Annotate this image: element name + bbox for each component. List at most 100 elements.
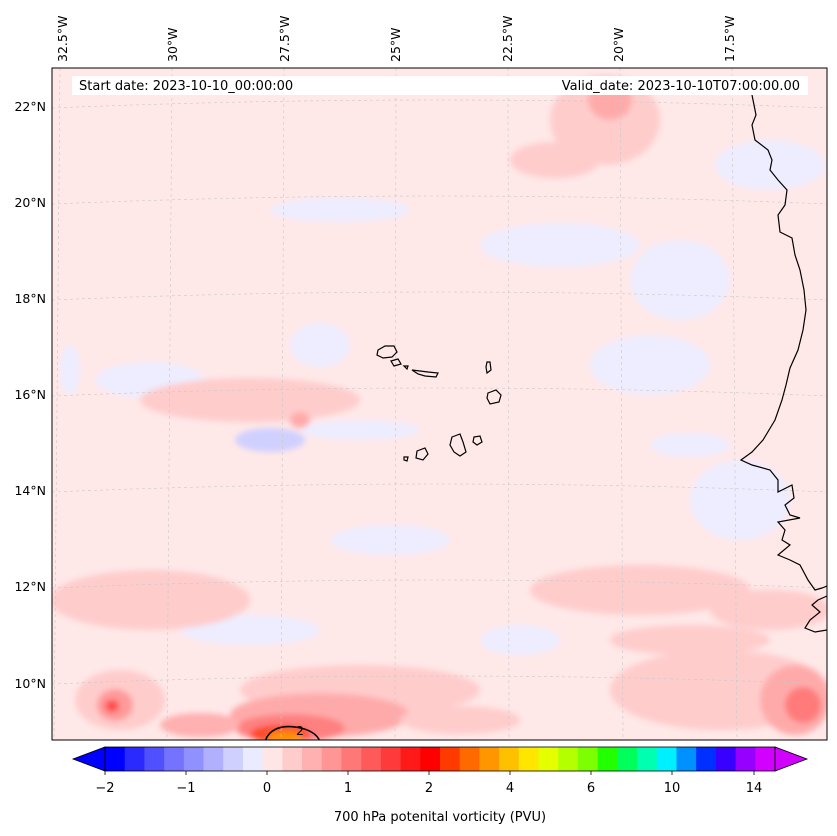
latitude-label: 16°N [14, 387, 46, 402]
colorbar-label: 700 hPa potenital vorticity (PVU) [334, 810, 546, 825]
pv-positive-patch [785, 687, 821, 723]
pv-positive-patch [510, 142, 600, 178]
colorbar-tick-label: 10 [664, 781, 681, 796]
pv-positive-patch [610, 625, 770, 655]
colorbar-tick-label: −2 [95, 781, 114, 796]
colorbar-segment [518, 747, 539, 771]
pv-contour-line [264, 725, 321, 740]
pv-negative-patch [270, 198, 410, 222]
latitude-label: 12°N [14, 579, 46, 594]
pv-positive-patch [710, 590, 827, 630]
graticule-parallel [52, 291, 827, 301]
pv-negative-patch [300, 420, 420, 440]
colorbar-segment [400, 747, 421, 771]
cape-verde-brava [403, 456, 409, 462]
pv-positive-patch [160, 713, 240, 737]
colorbar-tick-label: 6 [587, 781, 595, 796]
header-box [72, 76, 808, 95]
colorbar-min-extension [71, 746, 106, 772]
cape-verde-santa-luzia [402, 365, 409, 371]
colorbar-segment [380, 747, 401, 771]
colorbar-segment [617, 747, 638, 771]
colorbar-segments [105, 747, 776, 771]
pv-negative-patch [290, 323, 350, 367]
colorbar-segment [538, 747, 559, 771]
west-africa-coastline [739, 94, 827, 591]
latitude-label: 18°N [14, 291, 46, 306]
longitude-label: 22.5°W [500, 16, 515, 62]
pv-positive-patch [530, 565, 750, 615]
pv-negative-patch [690, 460, 790, 540]
colorbar-tick-label: −1 [176, 781, 195, 796]
colorbar-ticks [104, 771, 755, 775]
pv-negative-patch [480, 223, 640, 267]
colorbar-tick-label: 0 [263, 781, 271, 796]
pv-contour-2: 2 [264, 723, 321, 740]
graticule-parallel [52, 195, 827, 205]
graticule [52, 68, 827, 740]
colorbar-segment [144, 747, 165, 771]
contour-label: 2 [296, 723, 304, 738]
colorbar-segment [242, 747, 264, 771]
cape-verde-sao-nicolau [411, 369, 439, 378]
colorbar-segment [440, 747, 461, 771]
graticule-parallel [52, 483, 827, 493]
cape-verde-sal [485, 361, 492, 375]
cape-verde-santiago [449, 433, 467, 457]
cape-verde-santo-antao [376, 345, 398, 359]
pv-negative-patch [235, 428, 305, 452]
pv-negative-patch [480, 625, 560, 655]
coastlines [376, 94, 827, 633]
colorbar-segment [420, 747, 441, 771]
colorbar-segment [164, 747, 185, 771]
longitude-label: 32.5°W [55, 16, 70, 62]
colorbar-segment [302, 747, 323, 771]
latitude-label: 14°N [14, 483, 46, 498]
cape-verde-fogo [415, 447, 429, 461]
colorbar-segment [124, 747, 145, 771]
longitude-label: 17.5°W [722, 16, 737, 62]
colorbar-segment [459, 747, 480, 771]
start-date-label: Start date: 2023-10-10_00:00:00 [79, 79, 293, 94]
colorbar-segment [262, 747, 283, 771]
latitude-labels: 22°N 20°N 18°N 16°N 14°N 12°N 10°N [14, 99, 46, 691]
latitude-label: 20°N [14, 195, 46, 210]
colorbar-tick-label: 2 [425, 781, 433, 796]
pv-negative-patch [590, 335, 710, 395]
graticule-meridian [53, 68, 61, 740]
pv-field [52, 75, 827, 740]
colorbar-frame [104, 746, 776, 772]
colorbar-max-extension [774, 746, 809, 772]
colorbar-segment [203, 747, 224, 771]
colorbar-segment [499, 747, 520, 771]
graticule-parallel [52, 99, 827, 109]
longitude-labels: 32.5°W 30°W 27.5°W 25°W 22.5°W 20°W 17.5… [55, 16, 737, 62]
colorbar-segment [696, 747, 717, 771]
colorbar-segment [715, 747, 736, 771]
graticule-parallel [52, 387, 827, 397]
colorbar-segment [321, 747, 342, 771]
graticule-parallel [52, 675, 827, 685]
pv-positive-patch [105, 700, 119, 712]
pv-negative-patch [330, 525, 450, 555]
graticule-meridian [507, 68, 510, 740]
graticule-meridian [166, 68, 173, 740]
pv-negative-patch [630, 240, 730, 320]
cape-verde-sao-vicente [390, 358, 402, 367]
longitude-label: 30°W [165, 27, 180, 62]
colorbar-segment [676, 747, 697, 771]
colorbar-segment [341, 747, 362, 771]
pv-positive-patch [52, 570, 250, 630]
colorbar-segment [755, 747, 776, 771]
colorbar-segment [223, 747, 244, 771]
colorbar: −2 −1 0 1 2 4 6 10 14 700 hPa potenital … [71, 746, 809, 825]
latitude-label: 22°N [14, 99, 46, 114]
longitude-label: 20°W [611, 27, 626, 62]
colorbar-segment [479, 747, 500, 771]
latitude-label: 10°N [14, 676, 46, 691]
pv-positive-patch [267, 731, 303, 740]
colorbar-segment [735, 747, 756, 771]
colorbar-segment [558, 747, 579, 771]
graticule-meridian [619, 68, 624, 740]
